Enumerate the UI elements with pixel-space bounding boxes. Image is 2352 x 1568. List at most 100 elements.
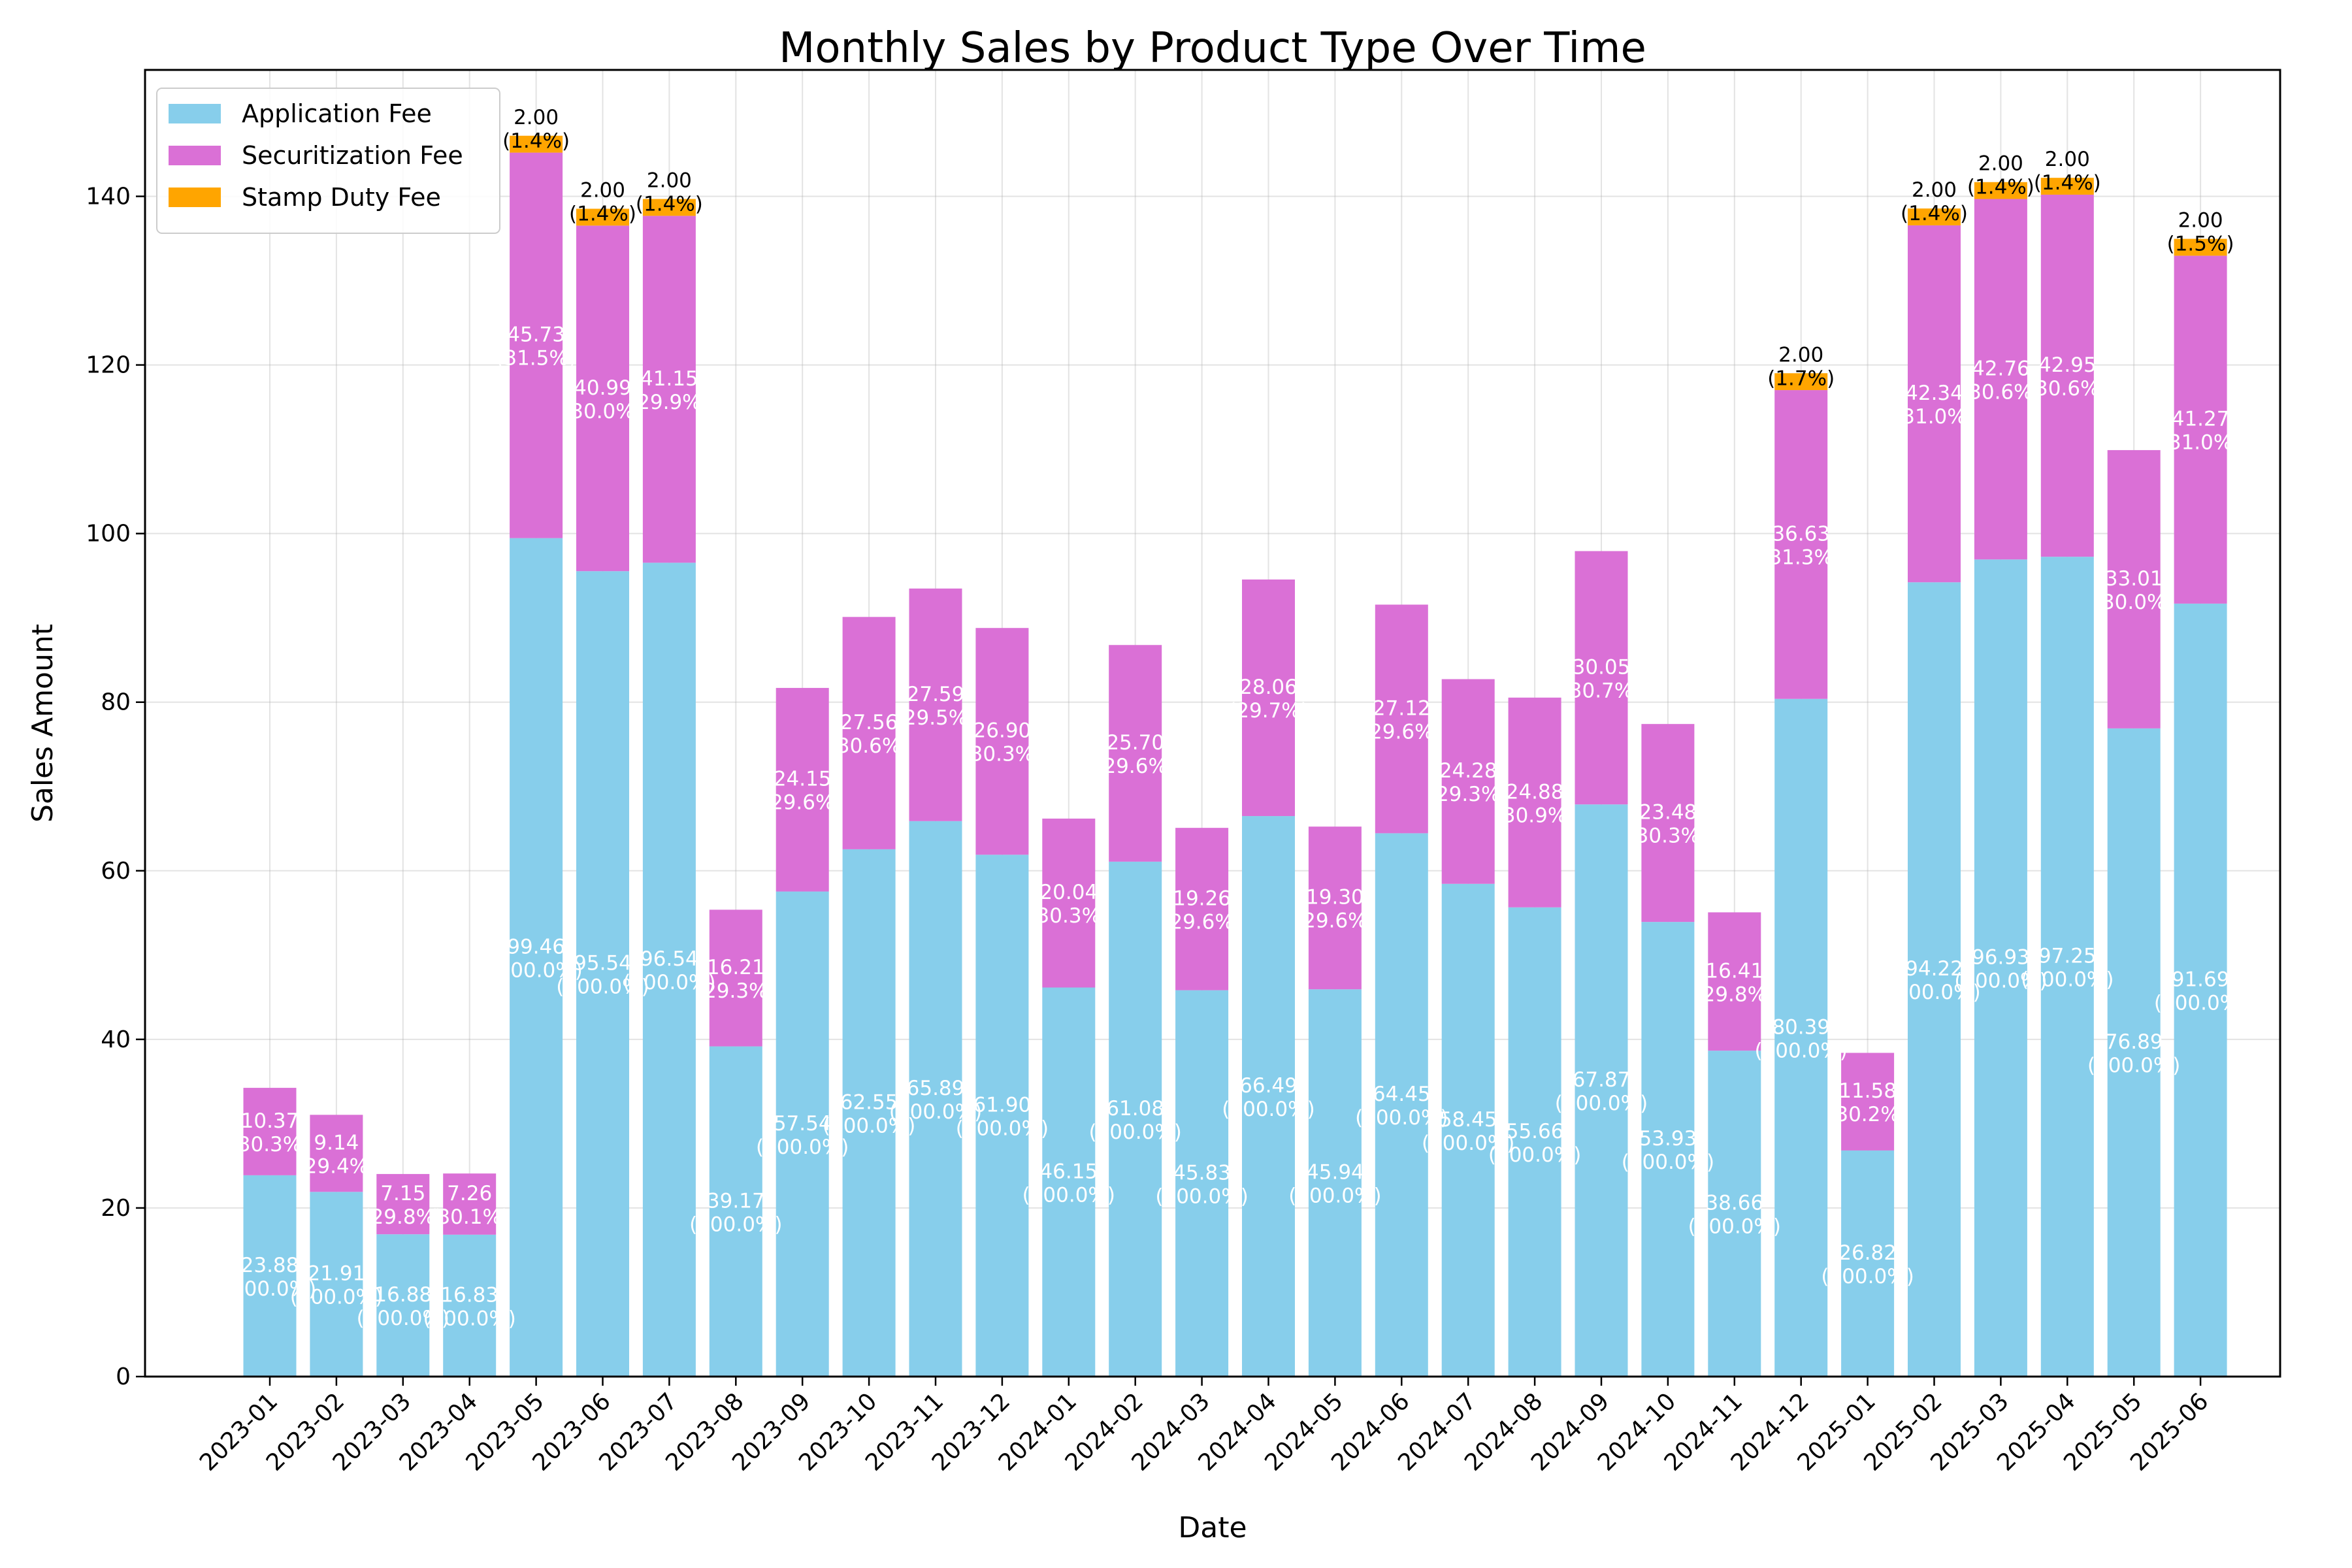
segment-value-label: 41.27 [2172,408,2230,431]
bar-segment-securitization-fee [1375,604,1428,834]
bar-segment-securitization-fee [776,687,829,892]
bar-segment-securitization-fee [909,588,962,821]
bar-segment-application-fee [1908,582,1961,1377]
bar-segment-securitization-fee [709,909,762,1047]
segment-value-label: 57.54 [774,1112,832,1135]
segment-value-label: 19.26 [1173,887,1231,910]
segment-value-label: 27.56 [840,711,898,734]
segment-percent-label: (30.2%) [1827,1103,1908,1126]
bar-segment-securitization-fee [842,617,896,849]
segment-percent-label: (100.0%) [889,1100,982,1124]
bar-segment-application-fee [310,1192,363,1377]
bar-segment-stamp-duty-fee [510,135,563,153]
bar-segment-securitization-fee [2174,255,2227,604]
segment-value-label: 2.00 [2178,209,2223,233]
bar-segment-securitization-fee [1308,826,1362,990]
bar-segment-application-fee [2107,728,2161,1377]
bar-segment-securitization-fee [443,1173,497,1235]
segment-value-label: 46.15 [1039,1160,1098,1183]
bar-segment-application-fee [1375,833,1428,1377]
segment-percent-label: (1.4%) [502,129,570,153]
segment-percent-label: (29.8%) [1694,983,1774,1006]
segment-value-label: 45.94 [1306,1161,1364,1184]
bar-segment-securitization-fee [2107,449,2161,728]
segment-percent-label: (30.0%) [563,400,643,423]
bar-segment-securitization-fee [1042,818,1096,988]
bar-segment-application-fee [1974,559,2027,1377]
bar-segment-securitization-fee [1841,1053,1895,1151]
bar-segment-application-fee [1441,883,1495,1377]
segment-percent-label: (100.0%) [756,1135,849,1159]
segment-percent-label: (30.6%) [829,734,909,758]
bar-segment-application-fee [1242,816,1295,1377]
bars-group [243,135,2227,1377]
bar-segment-securitization-fee [576,225,629,572]
segment-value-label: 16.41 [1705,959,1763,983]
segment-value-label: 2.00 [1978,152,2023,176]
bar-segment-securitization-fee [1242,580,1295,817]
segment-value-label: 16.83 [440,1283,498,1307]
segment-percent-label: (100.0%) [1155,1184,1248,1208]
segment-value-label: 61.90 [973,1094,1032,1117]
segment-value-label: 42.95 [2038,353,2097,377]
bar-segment-stamp-duty-fee [1908,208,1961,225]
bar-segment-application-fee [709,1046,762,1377]
segment-percent-label: (31.5%) [496,347,576,370]
segment-value-label: 9.14 [314,1131,359,1154]
bar-segment-stamp-duty-fee [1974,182,2027,199]
segment-percent-label: (100.0%) [2154,991,2247,1015]
segment-percent-label: (100.0%) [1088,1120,1181,1144]
bar-segment-stamp-duty-fee [642,199,696,216]
segment-value-label: 16.88 [374,1283,432,1307]
segment-value-label: 2.00 [514,106,559,129]
segment-value-label: 27.12 [1373,696,1431,720]
segment-value-label: 96.93 [1972,946,2030,970]
segment-value-label: 66.49 [1239,1074,1298,1098]
segment-value-label: 25.70 [1106,731,1164,755]
segment-value-label: 65.89 [907,1077,965,1100]
y-tick-label: 100 [86,521,131,547]
bar-segment-securitization-fee [1908,225,1961,583]
segment-percent-label: (100.0%) [1754,1039,1847,1062]
legend: Application Fee Securitization Fee Stamp D… [156,88,500,234]
segment-percent-label: (100.0%) [1622,1151,1714,1174]
segment-value-label: 55.66 [1506,1120,1564,1143]
bar-segment-application-fee [975,855,1029,1377]
segment-percent-label: (1.4%) [569,203,636,226]
bar-segment-application-fee [909,821,962,1377]
bar-segment-securitization-fee [1109,645,1162,862]
legend-swatch [169,188,221,207]
segment-percent-label: (30.6%) [1961,380,2041,404]
bar-segment-securitization-fee [2040,194,2094,557]
bar-segment-securitization-fee [1575,551,1628,805]
segment-value-label: 40.99 [574,376,632,400]
bar-segment-application-fee [1109,861,1162,1377]
segment-value-label: 23.88 [241,1254,299,1277]
segment-percent-label: (30.6%) [2027,377,2108,400]
segment-percent-label: (29.6%) [1095,755,1175,778]
bar-segment-securitization-fee [1175,828,1229,990]
segment-percent-label: (100.0%) [1488,1143,1581,1167]
segment-percent-label: (100.0%) [2021,968,2114,992]
y-tick-label: 140 [86,184,131,210]
bar-segment-application-fee [1641,922,1695,1377]
segment-percent-label: (29.3%) [696,979,776,1003]
segment-percent-label: (31.0%) [2161,431,2241,455]
segment-percent-label: (100.0%) [223,1277,316,1301]
segment-percent-label: (29.6%) [1295,909,1375,933]
segment-percent-label: (30.3%) [1028,904,1109,928]
segment-labels: 23.88(100.0%)10.37(30.3%)21.91(100.0%)9.… [223,106,2247,1331]
segment-percent-label: (30.7%) [1561,679,1642,702]
bar-segment-stamp-duty-fee [1774,373,1828,391]
segment-percent-label: (1.4%) [636,193,703,216]
segment-percent-label: (30.3%) [230,1133,310,1156]
segment-percent-label: (100.0%) [689,1213,782,1236]
segment-value-label: 19.30 [1306,886,1364,909]
segment-percent-label: (100.0%) [1288,1184,1381,1208]
y-tick-label: 60 [101,858,131,885]
chart-title: Monthly Sales by Product Type Over Time [779,24,1646,73]
segment-percent-label: (100.0%) [1821,1265,1914,1288]
segment-percent-label: (30.1%) [429,1205,510,1229]
segment-percent-label: (29.6%) [1362,720,1442,743]
